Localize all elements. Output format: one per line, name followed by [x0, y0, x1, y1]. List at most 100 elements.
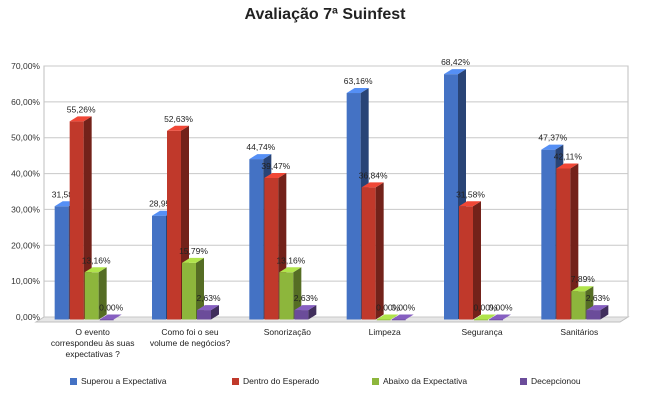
x-tick-label: Segurança	[461, 327, 502, 337]
bar-top	[346, 88, 369, 94]
bar	[99, 319, 114, 321]
y-tick-label: 40,00%	[11, 169, 40, 179]
x-tick-label: O evento	[75, 327, 110, 337]
bar-top	[264, 172, 287, 178]
y-tick-label: 60,00%	[11, 97, 40, 107]
bar	[474, 319, 488, 321]
x-tick-label: volume de negócios?	[150, 338, 231, 348]
y-tick-label: 30,00%	[11, 204, 40, 214]
data-label: 15,79%	[179, 246, 208, 256]
data-label: 2,63%	[196, 293, 221, 303]
data-label: 39,47%	[261, 161, 290, 171]
bar-top	[84, 267, 107, 273]
data-label: 47,37%	[538, 133, 567, 143]
chart-title: Avaliação 7ª Suinfest	[244, 6, 406, 23]
bar	[54, 206, 69, 320]
bar-top	[459, 201, 481, 207]
bar	[152, 215, 166, 320]
bar-side	[211, 305, 219, 320]
bar-top	[361, 182, 384, 188]
plot-area	[43, 65, 629, 318]
bar	[84, 272, 99, 320]
x-tick-label: Limpeza	[369, 327, 401, 337]
legend-swatch	[70, 378, 77, 385]
y-tick-label: 10,00%	[11, 276, 40, 286]
data-label: 36,84%	[359, 170, 388, 180]
bar-top	[69, 116, 92, 122]
bar-top	[541, 144, 564, 150]
bar-top	[376, 314, 399, 320]
legend-swatch	[520, 378, 527, 385]
data-label: 55,26%	[67, 104, 96, 114]
data-label: 0,00%	[488, 303, 513, 313]
x-tick-label: Como foi o seu	[161, 327, 218, 337]
bar-top	[279, 267, 302, 273]
data-label: 42,11%	[554, 152, 583, 162]
bar	[182, 262, 196, 320]
bar-top	[391, 314, 414, 320]
bar	[264, 177, 279, 320]
data-label: 0,00%	[99, 303, 124, 313]
bar	[391, 319, 406, 321]
bar-side	[375, 182, 384, 320]
data-label: 31,58%	[456, 189, 485, 199]
data-label: 0,00%	[376, 303, 401, 313]
legend-label: Dentro do Esperado	[243, 376, 319, 386]
y-tick-label: 20,00%	[11, 240, 40, 250]
data-label: 2,63%	[586, 293, 611, 303]
data-label: 0,00%	[391, 303, 416, 313]
bar	[361, 187, 376, 320]
data-label: 52,63%	[164, 114, 193, 124]
data-label: 68,42%	[441, 57, 470, 67]
bar-top	[556, 163, 579, 169]
bar-side	[600, 305, 609, 320]
bar-top	[571, 286, 594, 292]
bar	[489, 319, 503, 321]
bar	[197, 310, 211, 320]
data-label: 28,95%	[149, 199, 178, 209]
data-label: 13,16%	[82, 255, 111, 265]
bar-top	[197, 305, 219, 311]
bar	[346, 93, 361, 320]
y-tick-label: 70,00%	[11, 61, 40, 71]
bar	[376, 319, 391, 321]
y-tick-label: 0,00%	[16, 312, 41, 322]
legend-label: Decepcionou	[531, 376, 581, 386]
bar-top	[182, 257, 204, 263]
bar	[586, 310, 601, 320]
bar	[459, 206, 473, 320]
legend-swatch	[232, 378, 239, 385]
bar-top	[167, 125, 189, 131]
bar-top	[294, 305, 317, 311]
bar-top	[99, 314, 122, 320]
bar-side	[570, 163, 579, 320]
bar	[167, 130, 181, 320]
bar	[571, 291, 586, 320]
bar-side	[473, 201, 481, 320]
bar-top	[489, 314, 511, 320]
legend-label: Abaixo da Expectativa	[383, 376, 467, 386]
x-tick-label: correspondeu às suas	[51, 338, 135, 348]
plot-floor	[34, 316, 630, 323]
bar	[444, 74, 458, 320]
data-label: 31,58%	[52, 189, 81, 199]
bar	[69, 121, 84, 320]
bar-side	[83, 116, 92, 320]
data-label: 2,63%	[294, 293, 319, 303]
legend-label: Superou a Expectativa	[81, 376, 167, 386]
data-label: 13,16%	[276, 255, 305, 265]
bar-top	[586, 305, 609, 311]
bar	[279, 272, 294, 320]
data-label: 7,89%	[571, 274, 596, 284]
x-tick-label: expectativas ?	[65, 349, 120, 359]
bar	[541, 149, 556, 320]
legend-swatch	[372, 378, 379, 385]
bar-side	[293, 267, 302, 320]
bar-top	[444, 69, 466, 75]
bar	[294, 310, 309, 320]
data-label: 44,74%	[246, 142, 275, 152]
bar	[249, 159, 264, 320]
bar-side	[196, 257, 204, 320]
bar-side	[98, 267, 107, 320]
